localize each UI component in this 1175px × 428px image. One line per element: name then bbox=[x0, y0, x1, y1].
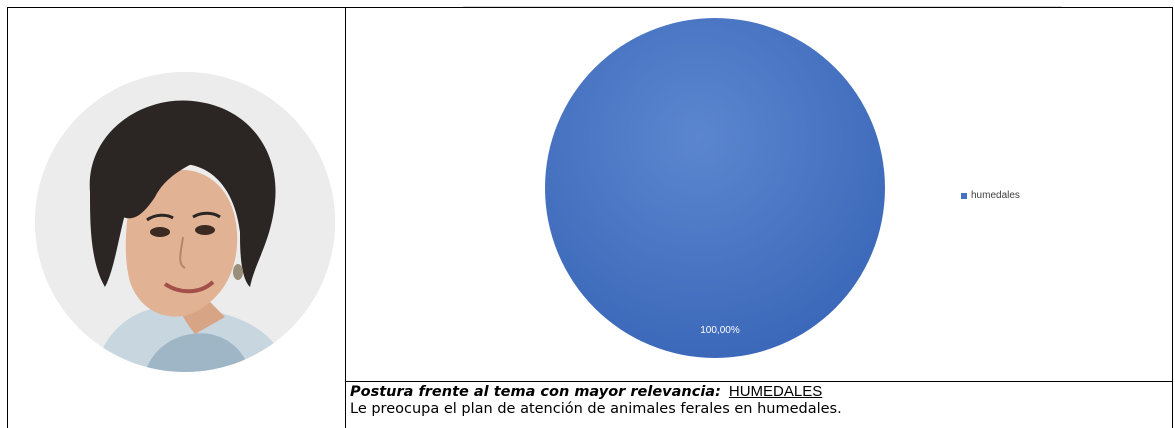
posture-line: Postura frente al tema con mayor relevan… bbox=[350, 383, 1170, 401]
photo-cell bbox=[8, 8, 345, 428]
chart-area-top-border bbox=[463, 6, 1062, 7]
table-row-divider bbox=[345, 381, 1173, 382]
portrait-illustration bbox=[35, 72, 335, 372]
table-border-top bbox=[7, 7, 1173, 8]
table-border-left bbox=[7, 7, 8, 428]
posture-value: HUMEDALES bbox=[728, 383, 823, 400]
posture-description: Le preocupa el plan de atención de anima… bbox=[350, 401, 842, 417]
legend-swatch bbox=[961, 192, 967, 199]
legend-label: humedales bbox=[971, 190, 1020, 201]
pie-chart: 100,00% bbox=[545, 18, 885, 358]
portrait-photo bbox=[35, 72, 335, 372]
table-border-right bbox=[1172, 7, 1173, 428]
pie-data-label: 100,00% bbox=[700, 325, 740, 336]
pie-slice-humedales bbox=[545, 18, 885, 358]
table-column-divider bbox=[345, 7, 346, 428]
chart-legend: humedales bbox=[961, 190, 1020, 201]
posture-label: Postura frente al tema con mayor relevan… bbox=[350, 384, 721, 400]
posture-cell: Postura frente al tema con mayor relevan… bbox=[350, 384, 1170, 428]
